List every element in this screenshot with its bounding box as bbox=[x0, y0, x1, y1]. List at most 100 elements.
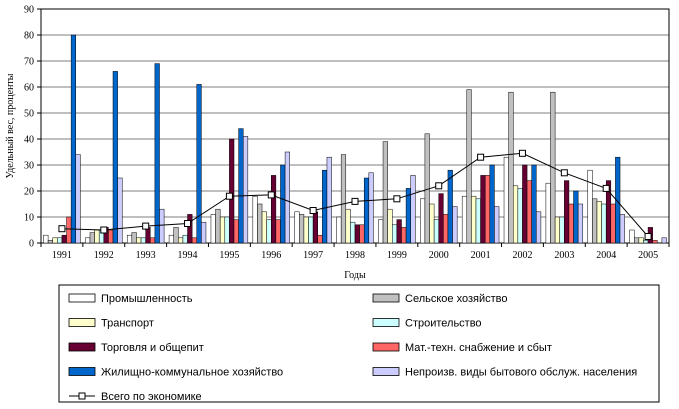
bar-2005-s1 bbox=[629, 229, 635, 244]
bar-2004-s7 bbox=[615, 156, 621, 244]
bar-1991-s4 bbox=[57, 237, 63, 244]
bar-1998-s7 bbox=[363, 177, 370, 244]
legend-item: Промышленность bbox=[68, 293, 193, 305]
total-point-2004 bbox=[602, 184, 610, 192]
bar-1994-s4 bbox=[182, 234, 188, 244]
x-tick-label: 2000 bbox=[429, 250, 449, 261]
bar-2005-s6 bbox=[652, 240, 658, 244]
bar-1998-s6 bbox=[359, 224, 365, 244]
bar-group-1991 bbox=[43, 34, 81, 244]
bar-1997-s1 bbox=[294, 211, 300, 244]
bar-2002-s3 bbox=[513, 185, 519, 244]
x-tick-label: 1994 bbox=[178, 250, 198, 261]
bar-1995-s2 bbox=[215, 208, 221, 244]
bar-1999-s2 bbox=[382, 141, 388, 244]
legend-label: Строительство bbox=[405, 318, 482, 330]
bar-1996-s2 bbox=[257, 203, 263, 244]
bar-1999-s1 bbox=[378, 219, 384, 244]
bar-1996-s6 bbox=[275, 219, 281, 244]
bar-1997-s5 bbox=[312, 211, 318, 244]
bar-2002-s5 bbox=[522, 164, 528, 244]
bar-1997-s6 bbox=[317, 234, 323, 244]
bar-2001-s3 bbox=[471, 195, 477, 244]
bar-1997-s3 bbox=[303, 216, 309, 244]
y-tick-label: 40 bbox=[24, 135, 34, 146]
bar-2001-s1 bbox=[461, 195, 468, 244]
bar-2004-s3 bbox=[596, 201, 602, 244]
bar-1993-s5 bbox=[145, 227, 151, 244]
bar-1993-s2 bbox=[131, 232, 137, 244]
bar-1992-s6 bbox=[108, 229, 114, 244]
y-tick-label: 0 bbox=[29, 239, 34, 250]
bar-1995-s1 bbox=[210, 214, 216, 244]
bar-1994-s5 bbox=[187, 214, 193, 244]
bar-1997-s4 bbox=[308, 216, 314, 244]
bar-2003-s4 bbox=[559, 216, 565, 244]
legend: Промышленность Сельское хозяйство Транспор… bbox=[58, 284, 660, 403]
bar-1994-s8 bbox=[201, 221, 207, 244]
bar-2004-s4 bbox=[601, 203, 607, 244]
bar-1995-s3 bbox=[219, 216, 226, 244]
total-point-1998 bbox=[351, 197, 359, 205]
bar-1997-s2 bbox=[299, 214, 305, 244]
bar-1991-s5 bbox=[61, 234, 67, 244]
bar-2001-s4 bbox=[475, 198, 481, 244]
bar-group-2002 bbox=[503, 91, 542, 244]
legend-label: Всего по экономике bbox=[101, 391, 202, 403]
bar-1995-s8 bbox=[242, 136, 249, 244]
bar-1999-s4 bbox=[392, 224, 398, 244]
bar-1995-s4 bbox=[224, 216, 230, 244]
total-point-1996 bbox=[267, 191, 275, 199]
bar-1992-s1 bbox=[85, 237, 91, 244]
legend-label: Мат.-техн. снабжение и сбыт bbox=[405, 342, 552, 354]
x-tick-label: 1998 bbox=[345, 250, 365, 261]
bar-1994-s3 bbox=[178, 237, 184, 244]
bar-1996-s1 bbox=[252, 195, 258, 244]
bar-1996-s8 bbox=[284, 151, 290, 244]
bar-1997-s7 bbox=[322, 169, 328, 244]
total-point-1995 bbox=[225, 192, 233, 200]
total-point-1991 bbox=[58, 225, 66, 233]
total-point-2005 bbox=[644, 233, 652, 240]
bar-2002-s7 bbox=[531, 164, 537, 244]
legend-item: Транспорт bbox=[68, 318, 154, 330]
bar-2002-s4 bbox=[517, 188, 523, 244]
bar-2000-s1 bbox=[420, 198, 426, 244]
x-tick-label: 1996 bbox=[261, 250, 281, 261]
bar-1994-s7 bbox=[196, 84, 202, 244]
x-tick-label: 1999 bbox=[387, 250, 407, 261]
legend-item-total: Всего по экономике bbox=[69, 391, 202, 403]
bar-2004-s1 bbox=[587, 169, 593, 244]
bar-group-1995 bbox=[210, 128, 249, 244]
bar-1999-s6 bbox=[401, 227, 407, 244]
x-tick-label: 1992 bbox=[94, 250, 114, 261]
x-tick-label: 2002 bbox=[512, 250, 532, 261]
y-axis-title: Удельный вес, проценты bbox=[5, 73, 16, 178]
bar-group-1994 bbox=[168, 84, 207, 244]
legend-swatch bbox=[372, 293, 400, 303]
bar-1996-s7 bbox=[280, 164, 286, 244]
bar-2003-s7 bbox=[573, 190, 579, 244]
legend-swatch bbox=[68, 342, 96, 352]
legend-item: Непроизв. виды бытового обслуж. населени… bbox=[372, 367, 637, 379]
total-point-1997 bbox=[309, 207, 317, 214]
total-point-2003 bbox=[560, 169, 568, 177]
total-line bbox=[58, 149, 652, 240]
bar-1998-s5 bbox=[354, 224, 360, 244]
legend-item: Торговля и общепит bbox=[68, 342, 204, 354]
bar-1993-s4 bbox=[140, 237, 146, 244]
total-point-2001 bbox=[477, 153, 485, 161]
bar-2002-s1 bbox=[503, 156, 509, 244]
bar-1999-s5 bbox=[396, 219, 402, 244]
bar-2002-s8 bbox=[536, 211, 542, 244]
bar-2005-s4 bbox=[643, 240, 649, 244]
bar-1991-s2 bbox=[47, 240, 53, 244]
bar-1997-s8 bbox=[326, 156, 332, 244]
total-point-2002 bbox=[518, 149, 526, 157]
bar-2000-s8 bbox=[452, 206, 458, 244]
bar-1991-s7 bbox=[70, 34, 77, 244]
x-tick-label: 2003 bbox=[554, 250, 574, 261]
x-tick-label: 1991 bbox=[52, 250, 72, 261]
legend-swatch bbox=[68, 293, 96, 303]
x-tick-label: 1997 bbox=[303, 250, 323, 261]
